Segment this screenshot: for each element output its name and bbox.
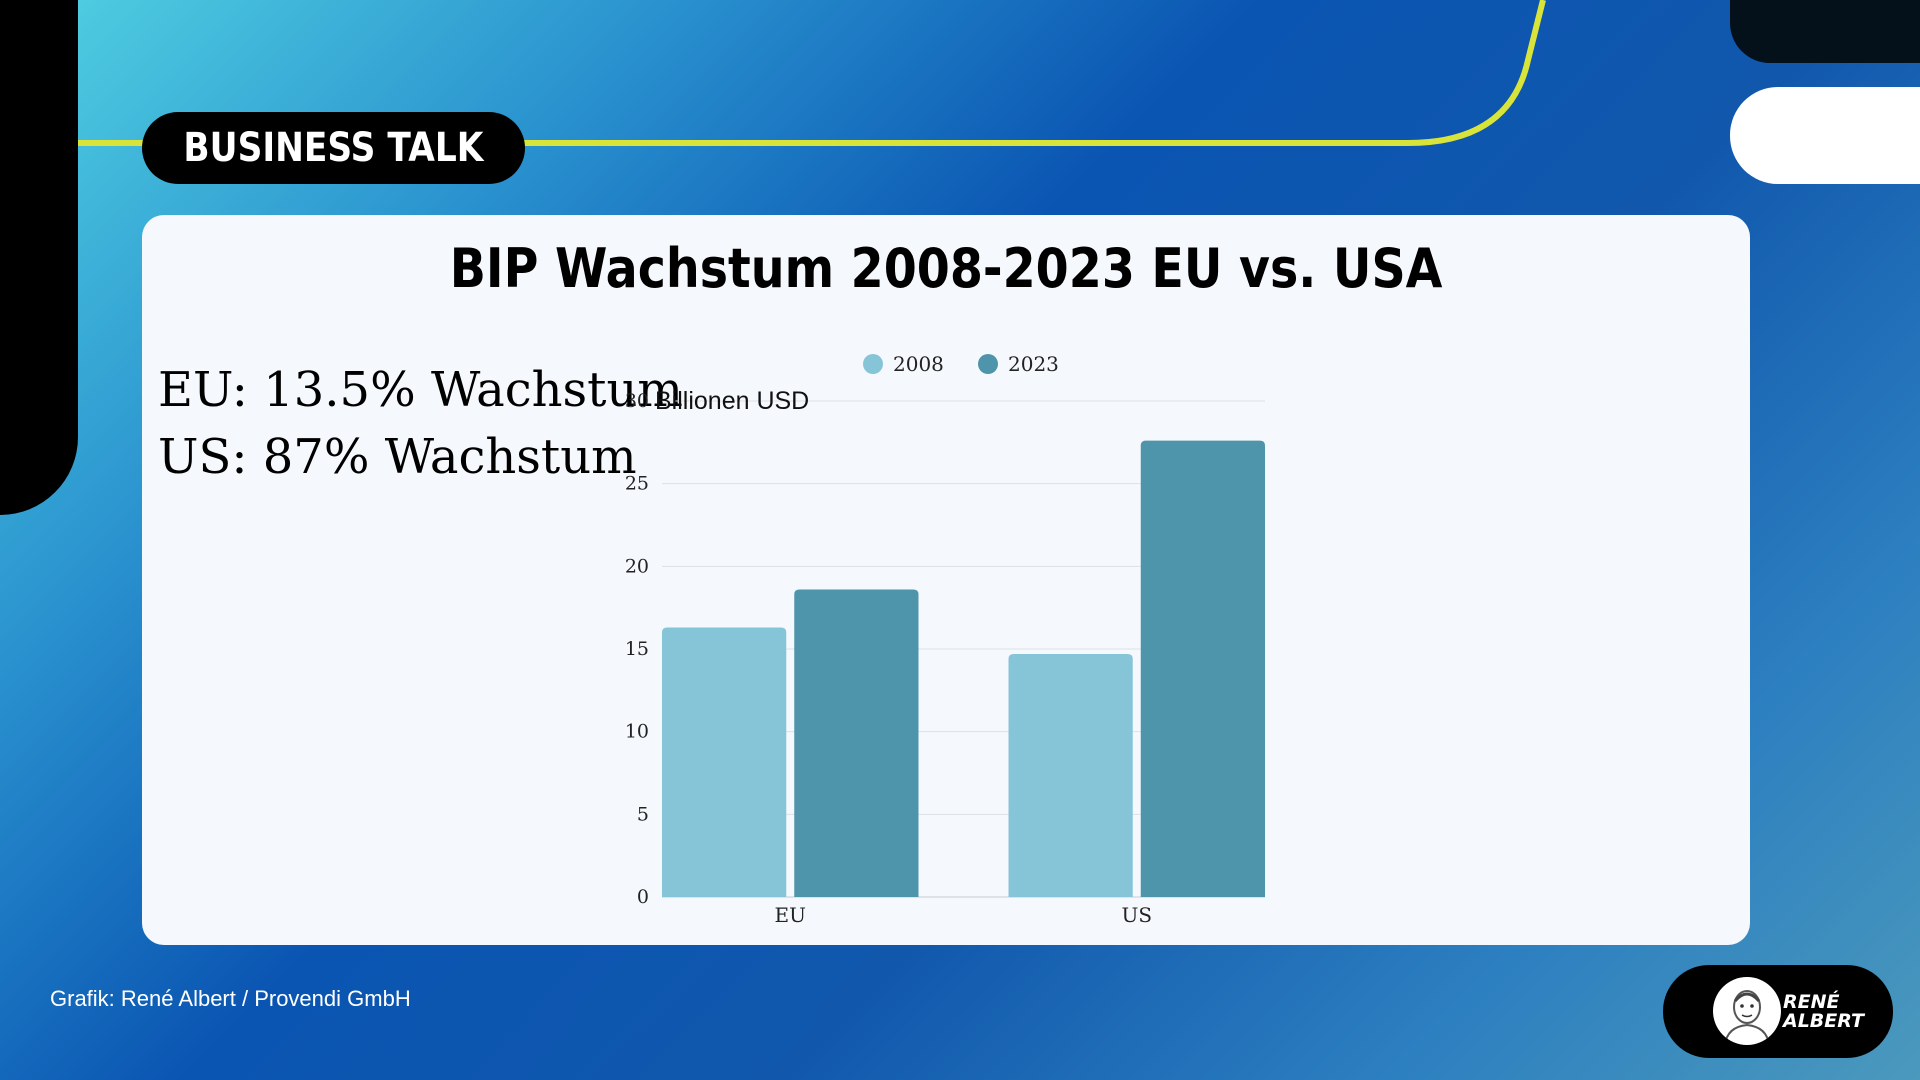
chart-title: BIP Wachstum 2008-2023 EU vs. USA: [449, 237, 1443, 300]
y-tick-label: 15: [625, 638, 649, 660]
decorative-black-shape: [0, 0, 78, 515]
x-tick-label: US: [1121, 903, 1152, 927]
y-tick-label: 30: [625, 390, 649, 412]
stat-eu-growth: EU: 13.5% Wachstum: [158, 362, 683, 418]
legend-swatch-2023: [978, 354, 998, 374]
decorative-dark-tab: [1730, 0, 1920, 63]
business-talk-badge: BUSINESS TALK: [142, 112, 525, 184]
bar-eu-2023: [794, 589, 919, 897]
bar-us-2023: [1140, 440, 1265, 897]
bar-us-2008: [1008, 653, 1133, 897]
bar-chart: 0 5 10 15 20 25 30 Billionen USD EU US 2008 2023: [625, 352, 1265, 927]
chart-card: BIP Wachstum 2008-2023 EU vs. USA EU: 13…: [142, 215, 1750, 945]
badge-label: BUSINESS TALK: [183, 125, 484, 171]
y-tick-label: 10: [625, 721, 649, 743]
decorative-white-tab: [1730, 87, 1920, 184]
y-tick-label: 20: [625, 555, 649, 577]
credit-text: Grafik: René Albert / Provendi GmbH: [50, 986, 411, 1011]
bar-eu-2008: [662, 627, 787, 897]
brand-logo: RENÉ ALBERT: [1663, 965, 1893, 1058]
avatar: [1713, 977, 1781, 1045]
y-tick-label: 0: [637, 886, 649, 908]
logo-text: RENÉ ALBERT: [1783, 991, 1865, 1032]
stat-us-growth: US: 87% Wachstum: [158, 429, 637, 485]
y-axis-label: Billionen USD: [655, 387, 809, 415]
y-tick-label: 5: [637, 803, 649, 825]
legend-swatch-2008: [863, 354, 883, 374]
y-tick-label: 25: [625, 473, 649, 495]
legend-label: 2023: [1008, 352, 1059, 376]
legend-label: 2008: [893, 352, 944, 376]
portrait-icon: [1724, 990, 1770, 1045]
x-tick-label: EU: [775, 903, 806, 927]
